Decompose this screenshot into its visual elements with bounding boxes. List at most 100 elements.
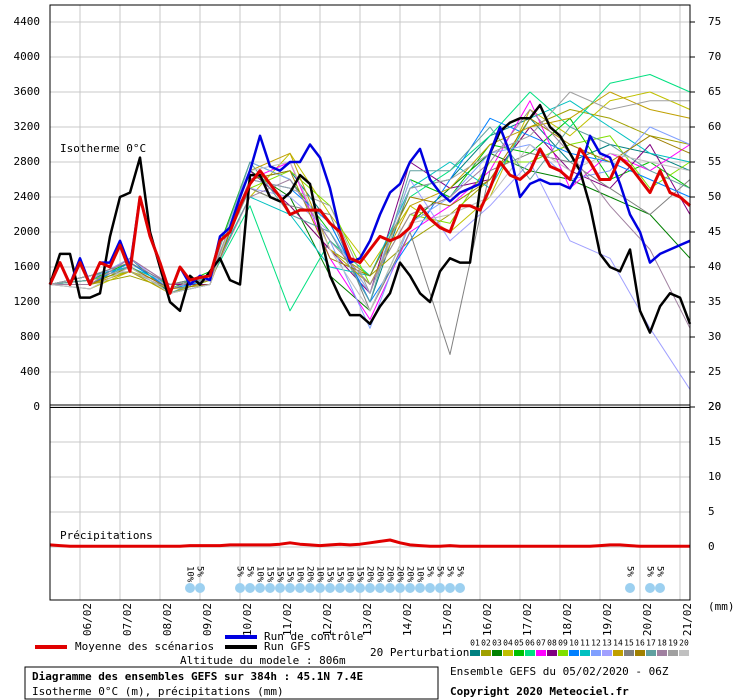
snow-icon: [405, 583, 415, 593]
snow-icon: [305, 583, 315, 593]
legend-label: 16: [635, 639, 645, 648]
y2-tick-label: 20: [708, 400, 721, 413]
legend-label: 10: [569, 639, 579, 648]
x-tick-label: 10/02: [241, 603, 254, 636]
perturbation-line: [49, 91, 690, 294]
x-tick-label: 12/02: [321, 603, 334, 636]
legend-swatch: [657, 650, 667, 656]
snow-icon: [385, 583, 395, 593]
snow-icon: [395, 583, 405, 593]
snow-probability-label: 10%: [255, 566, 265, 583]
snow-probability-label: 5%: [625, 566, 635, 577]
footer-subtitle: Isotherme 0°C (m), précipitations (mm): [32, 685, 284, 698]
x-tick-label: 16/02: [481, 603, 494, 636]
snow-icon: [245, 583, 255, 593]
snow-icon: [415, 583, 425, 593]
legend-label: 05: [514, 639, 524, 648]
snow-icon: [455, 583, 465, 593]
series-line: [49, 538, 690, 548]
panel-title: Isotherme 0°C: [60, 142, 146, 155]
legend-swatch: [679, 650, 689, 656]
legend-label: 18: [657, 639, 667, 648]
legend-label: 14: [613, 639, 623, 648]
y2-tick-label: 50: [708, 190, 721, 203]
legend-label: Run de contrôle: [264, 630, 363, 643]
snow-icon: [345, 583, 355, 593]
x-tick-label: 09/02: [201, 603, 214, 636]
y-tick-label: 5: [708, 505, 715, 518]
y-tick-label: 800: [20, 330, 40, 343]
snow-probability-label: 20%: [365, 566, 375, 583]
snow-probability-label: 15%: [325, 566, 335, 583]
legend-label: 09: [558, 639, 568, 648]
y-tick-label: 2800: [14, 155, 41, 168]
footer-title: Diagramme des ensembles GEFS sur 384h : …: [32, 670, 363, 683]
y-tick-label: 4000: [14, 50, 41, 63]
snow-icon: [235, 583, 245, 593]
y2-tick-label: 65: [708, 85, 721, 98]
snow-icon: [315, 583, 325, 593]
legend-label: Moyenne des scénarios: [75, 640, 214, 653]
snow-probability-label: 20%: [405, 566, 415, 583]
legend-label: 20: [679, 639, 689, 648]
perturbation-line: [49, 144, 691, 312]
snow-probability-label: 15%: [285, 566, 295, 583]
y-tick-label: 10: [708, 470, 721, 483]
legend-swatch: [558, 650, 568, 656]
legend-label: 17: [646, 639, 656, 648]
perturbations-label: 20 Perturbations: [370, 646, 476, 659]
snow-probability-label: 5%: [455, 566, 465, 577]
snow-icon: [365, 583, 375, 593]
x-tick-label: 06/02: [81, 603, 94, 636]
grid: [50, 5, 690, 600]
snow-probability-label: 20%: [385, 566, 395, 583]
snow-icon: [335, 583, 345, 593]
y-tick-label: 3200: [14, 120, 41, 133]
snow-icon: [265, 583, 275, 593]
x-tick-label: 21/02: [681, 603, 694, 636]
legend-swatch: [668, 650, 678, 656]
x-tick-label: 13/02: [361, 603, 374, 636]
legend-label: 08: [547, 639, 557, 648]
y-tick-label: 0: [708, 540, 715, 553]
legend-swatch: [591, 650, 601, 656]
legend-swatch: [624, 650, 634, 656]
snow-probability-label: 5%: [245, 566, 255, 577]
y-tick-label: 4400: [14, 15, 41, 28]
snow-probability-label: 10%: [185, 566, 195, 583]
legend-label: 15: [624, 639, 634, 648]
x-tick-label: 18/02: [561, 603, 574, 636]
snow-icon: [195, 583, 205, 593]
y2-tick-label: 45: [708, 225, 721, 238]
legend-swatch: [569, 650, 579, 656]
legend-label: 19: [668, 639, 678, 648]
y2-tick-label: 60: [708, 120, 721, 133]
legend-swatch: [580, 650, 590, 656]
series-line: [48, 147, 691, 295]
snow-probability-label: 20%: [305, 566, 315, 583]
legend-swatch: [602, 650, 612, 656]
snow-probability-label: 15%: [335, 566, 345, 583]
legend-swatch: [536, 650, 546, 656]
x-tick-label: 19/02: [601, 603, 614, 636]
x-tick-label: 15/02: [441, 603, 454, 636]
snow-probability-label: 10%: [295, 566, 305, 583]
snow-icon: [435, 583, 445, 593]
altitude: Altitude du modele : 806m: [180, 654, 346, 667]
marks: [48, 74, 692, 548]
snow-probability-label: 5%: [235, 566, 245, 577]
perturbation-line: [50, 117, 691, 290]
snow-icon: [185, 583, 195, 593]
legend-swatch: [635, 650, 645, 656]
snow-probability-label: 5%: [435, 566, 445, 577]
y2-tick-label: 75: [708, 15, 721, 28]
legend-swatch: [503, 650, 513, 656]
snow-probability-label: 15%: [265, 566, 275, 583]
snow-icon: [625, 583, 635, 593]
copyright: Copyright 2020 Meteociel.fr: [450, 685, 629, 698]
snow-probability-label: 10%: [345, 566, 355, 583]
snow-icon: [355, 583, 365, 593]
legend-label: Run GFS: [264, 640, 310, 653]
x-tick-label: 11/02: [281, 603, 294, 636]
